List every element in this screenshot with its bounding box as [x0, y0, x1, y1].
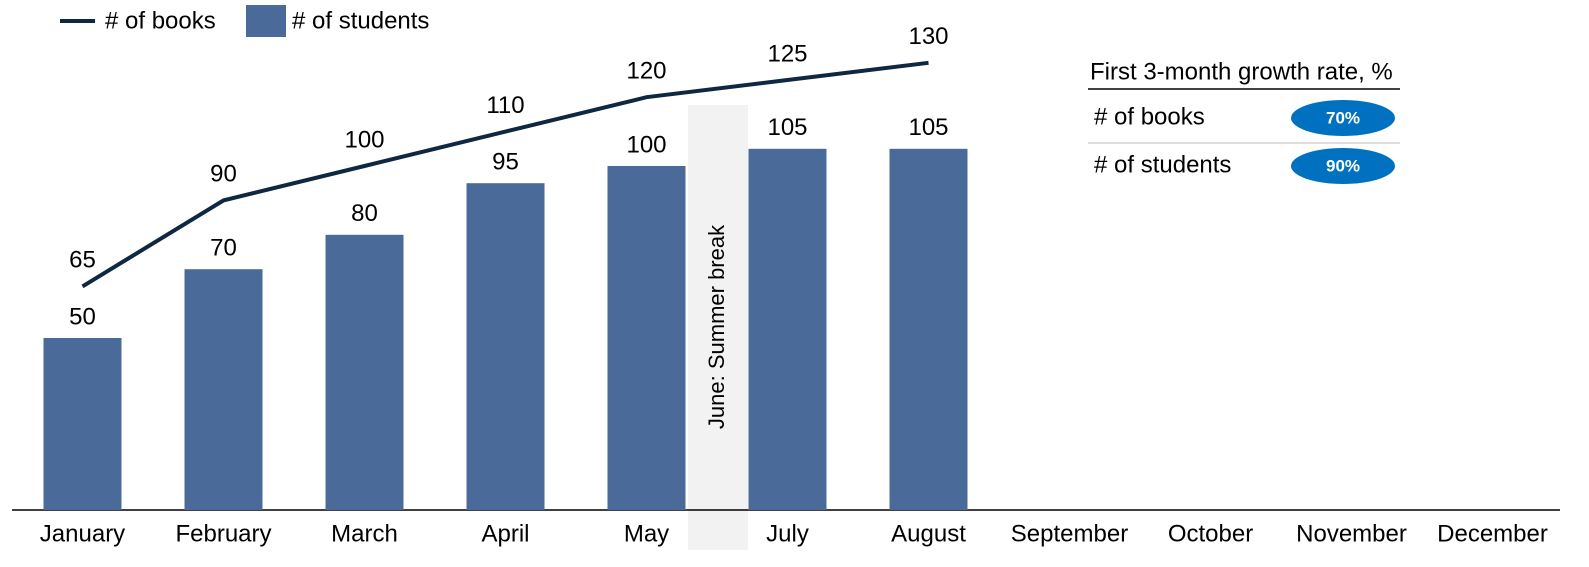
growth-value: 90%	[1326, 156, 1360, 175]
data-label: 105	[767, 114, 807, 141]
bar	[466, 183, 545, 510]
bar	[748, 148, 827, 511]
bar	[43, 338, 122, 510]
bar	[184, 269, 263, 510]
x-tick-label: September	[1011, 520, 1128, 547]
line	[81, 60, 929, 289]
data-label: 100	[344, 126, 384, 153]
data-label: 70	[210, 235, 237, 262]
data-label: 100	[626, 131, 666, 158]
legend-swatch	[246, 5, 286, 37]
growth-pill	[1291, 100, 1395, 136]
x-tick-label: October	[1168, 520, 1253, 547]
x-tick-label: March	[331, 520, 398, 547]
legend-label: # of books	[105, 7, 216, 34]
data-label: 105	[908, 114, 948, 141]
data-label: 120	[626, 58, 666, 85]
x-tick-label: December	[1437, 520, 1548, 547]
data-label: 110	[486, 92, 524, 119]
x-tick-label: April	[481, 520, 529, 547]
bar	[325, 234, 404, 511]
data-label: 95	[492, 149, 519, 176]
data-label: 125	[767, 40, 807, 67]
x-tick-label: July	[766, 520, 809, 547]
legend-label: # of students	[292, 7, 429, 34]
growth-pill	[1291, 148, 1395, 184]
x-tick-label: February	[175, 520, 271, 547]
x-tick-label: January	[40, 520, 125, 547]
break-band	[688, 105, 748, 550]
data-label: 80	[351, 200, 378, 227]
table-row-label: # of students	[1094, 151, 1231, 178]
growth-value: 70%	[1326, 108, 1360, 127]
bar	[607, 166, 686, 510]
break-label: June: Summer break	[704, 224, 729, 429]
table-row-label: # of books	[1094, 103, 1205, 130]
data-label: 90	[210, 161, 237, 188]
x-tick-label: May	[624, 520, 669, 547]
data-label: 50	[69, 303, 96, 330]
data-label: 65	[69, 247, 96, 274]
x-tick-label: November	[1296, 520, 1407, 547]
bar	[889, 148, 968, 511]
table-title: First 3-month growth rate, %	[1090, 58, 1393, 85]
x-tick-label: August	[891, 520, 966, 547]
data-label: 130	[908, 23, 948, 50]
